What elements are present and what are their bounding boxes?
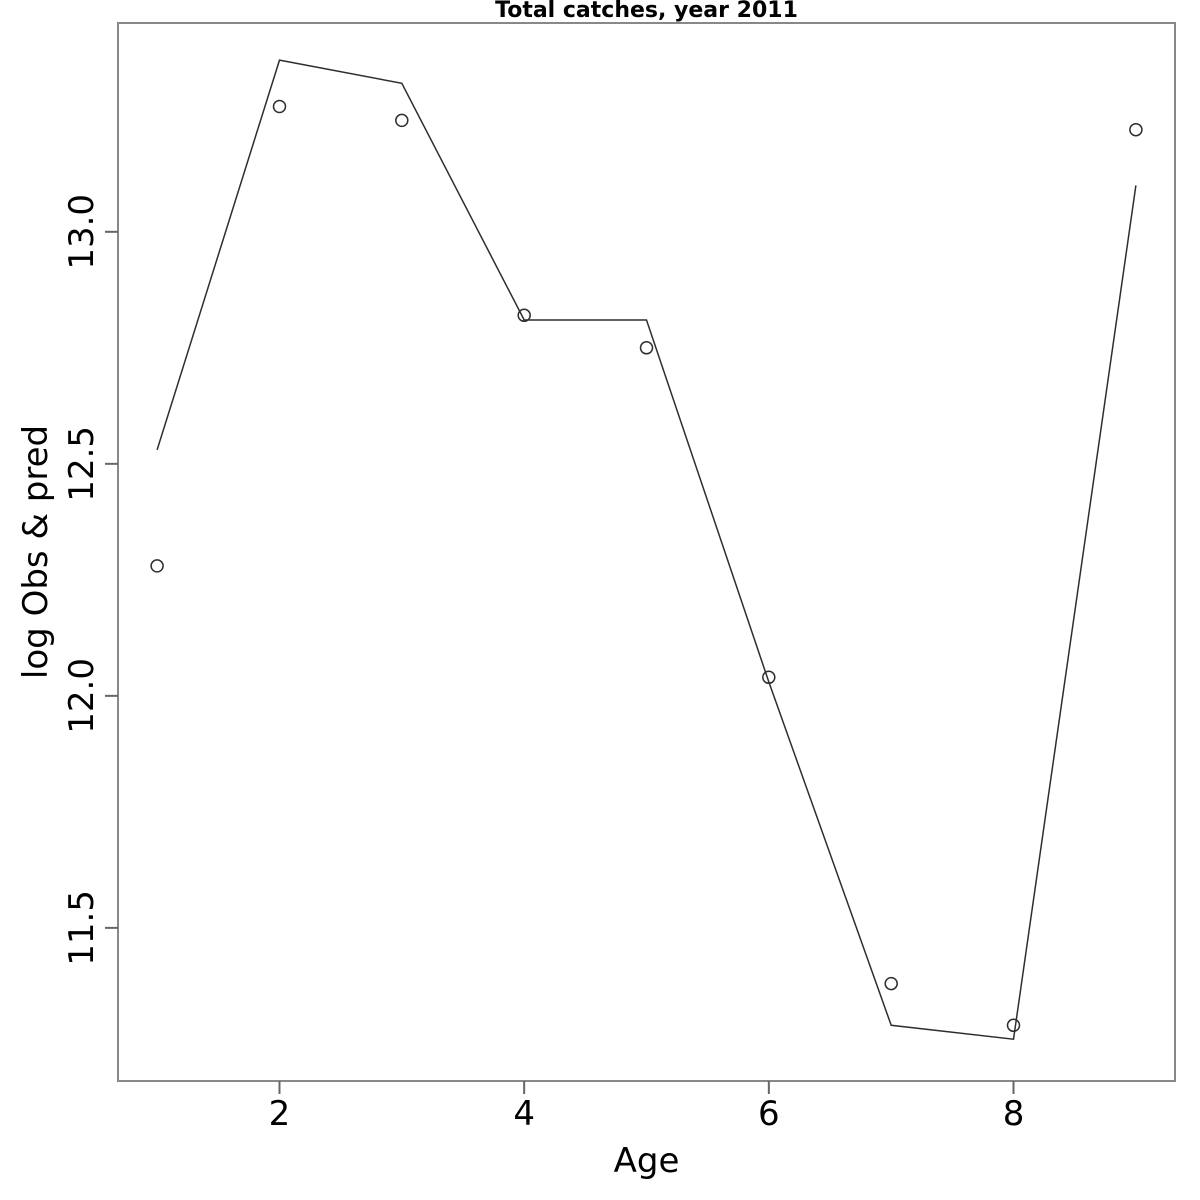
prediction-line <box>156 59 1137 1041</box>
observation-point <box>517 308 531 323</box>
x-tick-label: 4 <box>513 1094 535 1134</box>
observation-point <box>395 113 409 128</box>
x-tick-label: 8 <box>1003 1094 1025 1134</box>
observation-point <box>639 341 654 355</box>
observation-point <box>272 99 287 114</box>
observation-point <box>884 976 898 991</box>
y-tick-label: 12.0 <box>62 658 102 734</box>
y-tick-label: 13.0 <box>62 194 102 270</box>
x-tick-label: 2 <box>269 1094 291 1134</box>
observation-point <box>1006 1018 1021 1033</box>
y-tick-label: 11.5 <box>62 890 102 966</box>
y-tick-label: 12.5 <box>62 426 102 502</box>
x-tick-label: 6 <box>758 1094 780 1134</box>
observation-point <box>150 559 164 573</box>
chart-title: Total catches, year 2011 <box>495 0 798 23</box>
y-axis-label: log Obs & pred <box>16 425 56 679</box>
observation-point <box>1129 122 1143 137</box>
x-axis-label: Age <box>614 1141 680 1181</box>
plot-frame <box>117 22 1176 1082</box>
